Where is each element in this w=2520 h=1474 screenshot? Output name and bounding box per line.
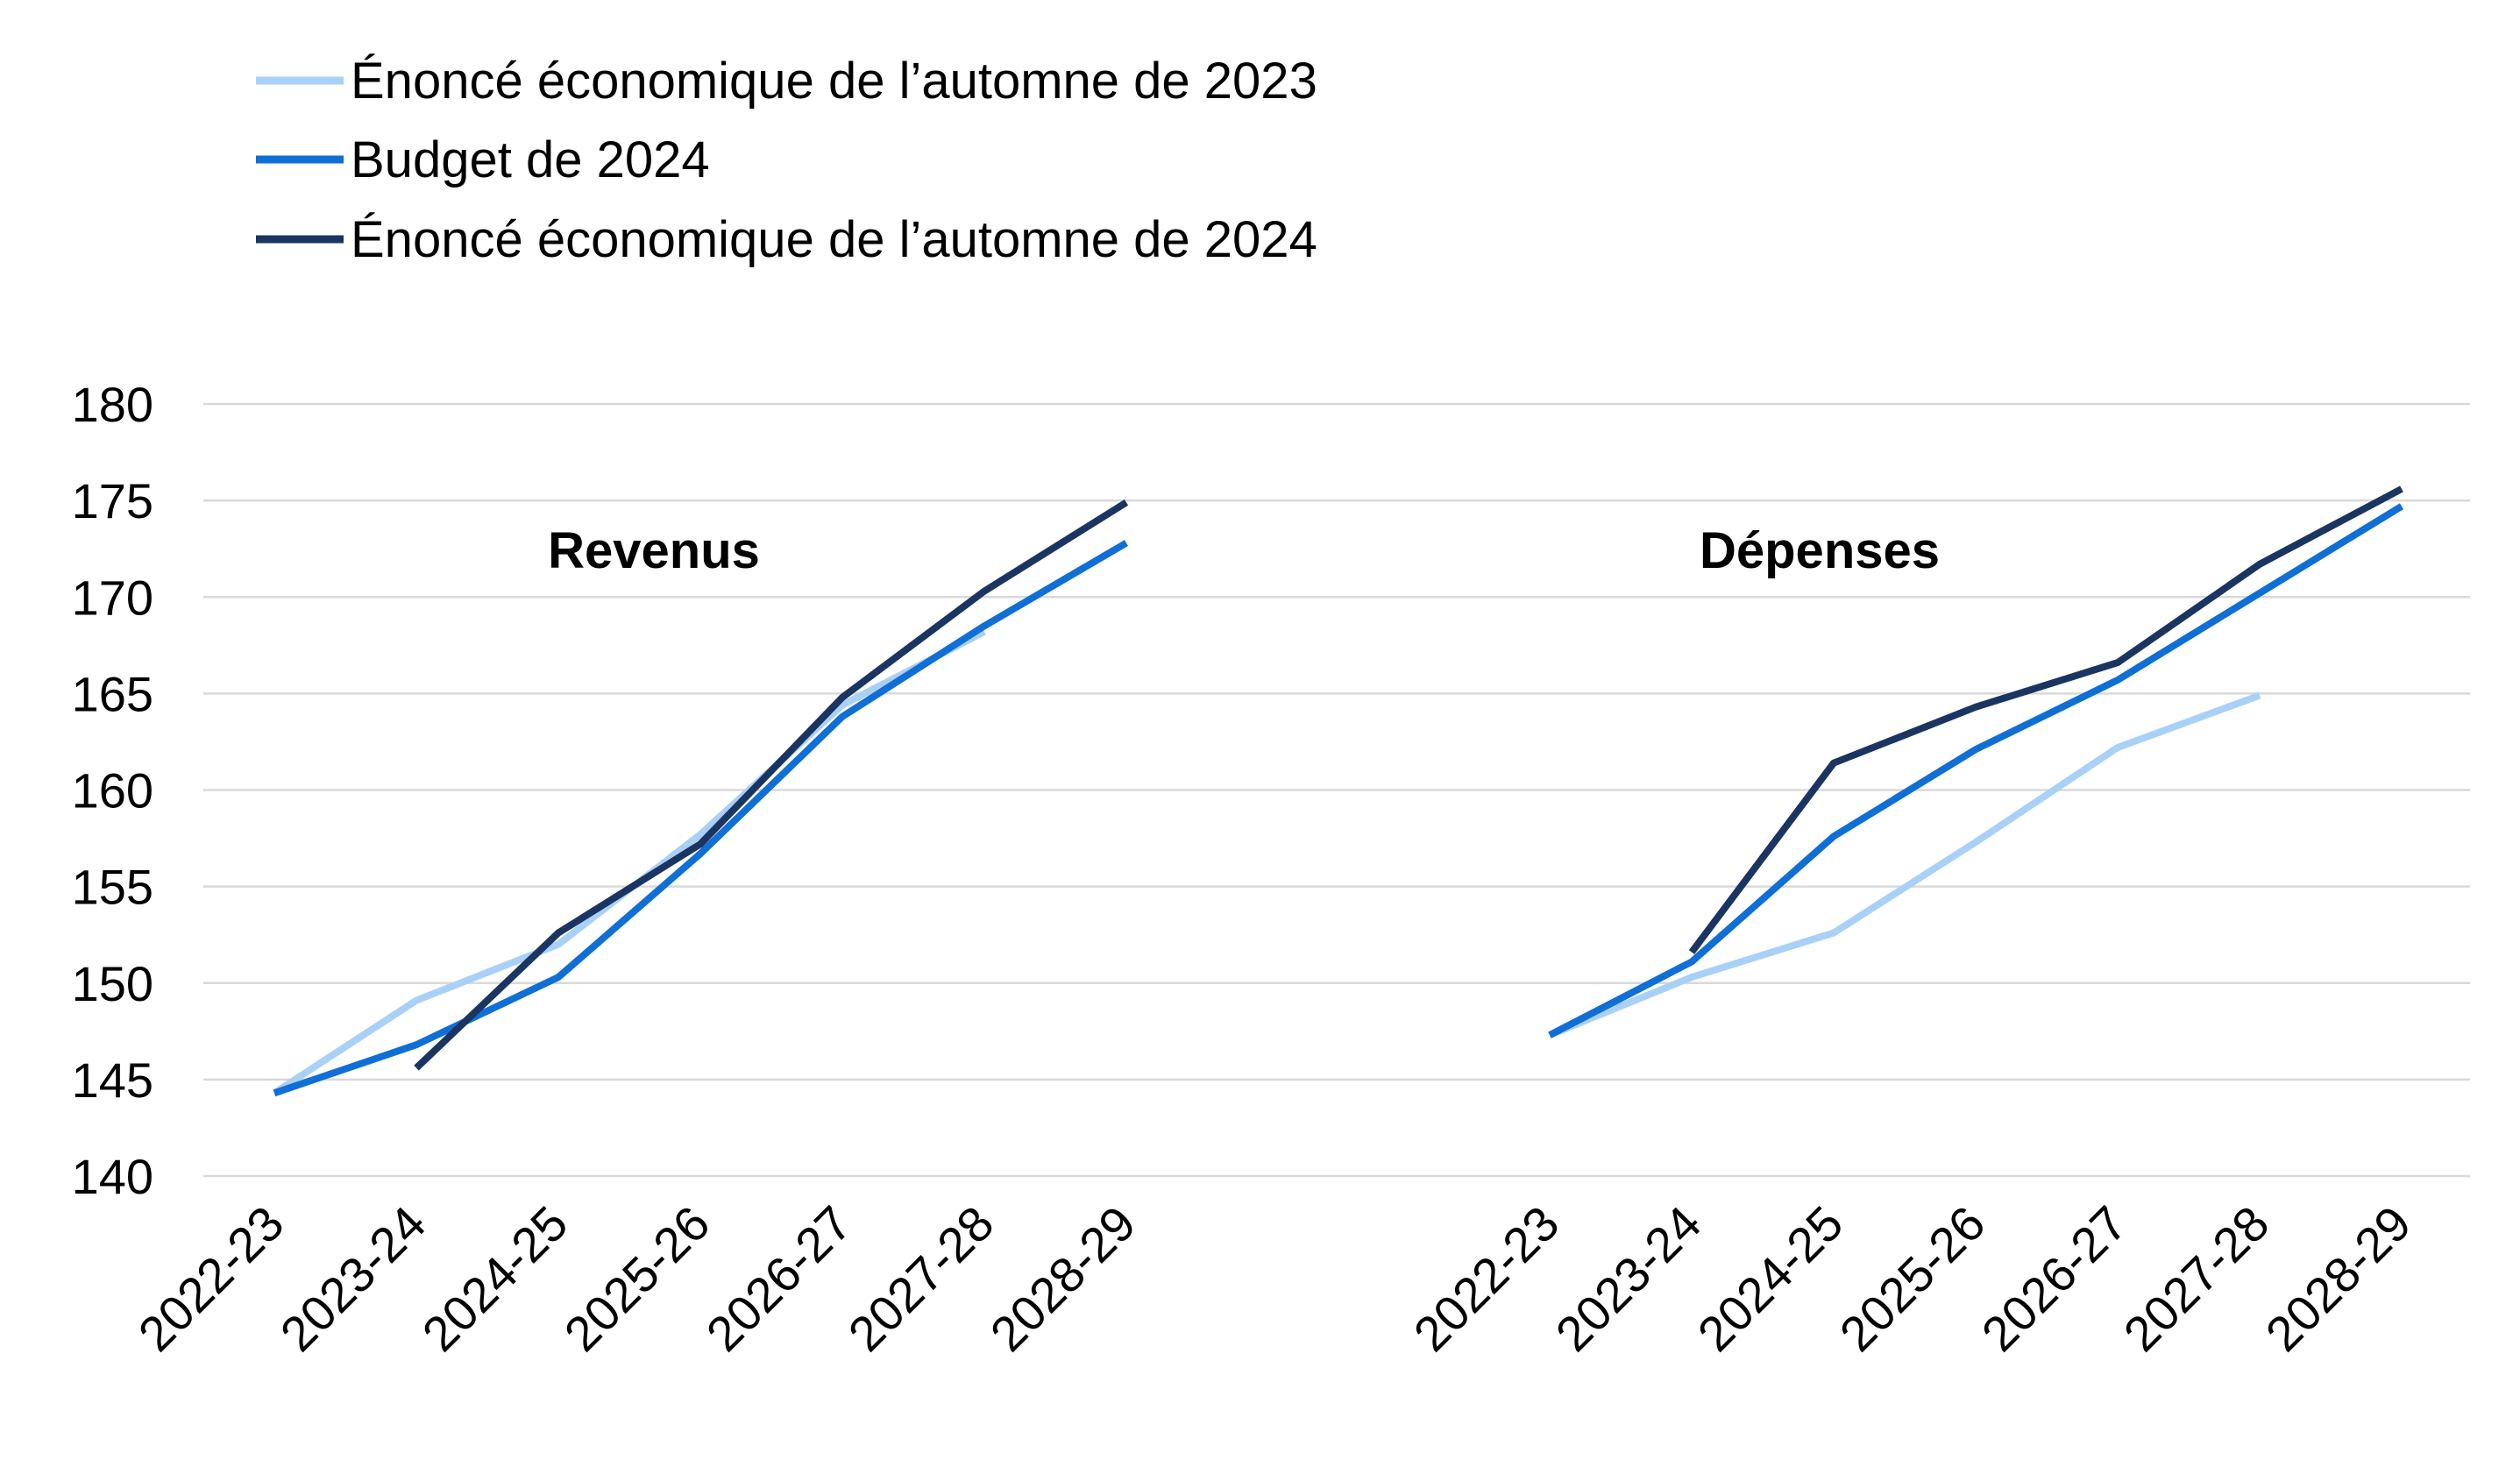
y-tick-label: 155 [72,860,153,915]
series-line [1548,691,2261,1038]
y-tick-label: 140 [72,1149,153,1204]
x-axis: 2022-232023-242024-252025-262026-272027-… [128,1195,2422,1362]
x-tick-label: 2027-28 [2113,1195,2280,1362]
series-line [273,540,1129,1097]
legend-label: Budget de 2024 [351,131,710,188]
legend-item: Énoncé économique de l’automne de 2023 [256,53,1317,110]
y-tick-label: 160 [72,763,153,818]
x-tick-label: 2028-29 [2255,1195,2422,1362]
series-lines [272,485,2404,1097]
y-tick-label: 165 [72,666,153,721]
legend-label: Énoncé économique de l’automne de 2024 [351,211,1317,268]
x-tick-label: 2023-24 [1545,1195,1712,1362]
panel-title: Dépenses [1700,522,1940,579]
y-tick-label: 170 [72,570,153,625]
x-tick-label: 2026-27 [1971,1195,2138,1362]
gridlines [203,402,2470,1178]
x-tick-label: 2025-26 [1829,1195,1996,1362]
legend: Énoncé économique de l’automne de 2023 Bu… [256,53,1317,268]
series-line [414,499,1129,1071]
series-line [1688,485,2403,954]
x-tick-label: 2022-23 [1403,1195,1570,1362]
x-tick-label: 2023-24 [270,1195,437,1362]
legend-item: Énoncé économique de l’automne de 2024 [256,211,1317,268]
x-tick-label: 2024-25 [412,1195,579,1362]
x-tick-label: 2028-29 [980,1195,1146,1362]
legend-label: Énoncé économique de l’automne de 2023 [351,53,1317,110]
x-tick-label: 2026-27 [696,1195,862,1362]
y-tick-label: 175 [72,473,153,528]
x-tick-label: 2024-25 [1687,1195,1854,1362]
series-line [1548,503,2404,1038]
x-tick-label: 2022-23 [128,1195,295,1362]
series-line [272,628,986,1096]
x-tick-label: 2027-28 [838,1195,1004,1362]
y-tick-label: 145 [72,1052,153,1108]
panel-titles: Revenus Dépenses [548,522,1940,579]
y-tick-label: 180 [72,377,153,432]
y-axis: 140 145 150 155 160 165 170 175 180 [72,377,153,1204]
y-tick-label: 150 [72,956,153,1011]
panel-title: Revenus [548,522,760,579]
legend-item: Budget de 2024 [256,131,710,188]
x-tick-label: 2025-26 [554,1195,721,1362]
